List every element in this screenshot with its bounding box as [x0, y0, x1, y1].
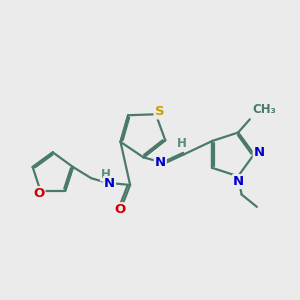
Text: H: H — [101, 168, 111, 181]
Text: N: N — [155, 156, 166, 169]
Text: O: O — [33, 187, 44, 200]
Text: N: N — [233, 175, 244, 188]
Text: N: N — [104, 177, 115, 190]
Text: CH₃: CH₃ — [252, 103, 276, 116]
Text: N: N — [254, 146, 265, 159]
Text: H: H — [176, 137, 186, 150]
Text: O: O — [115, 203, 126, 216]
Text: S: S — [154, 105, 164, 119]
